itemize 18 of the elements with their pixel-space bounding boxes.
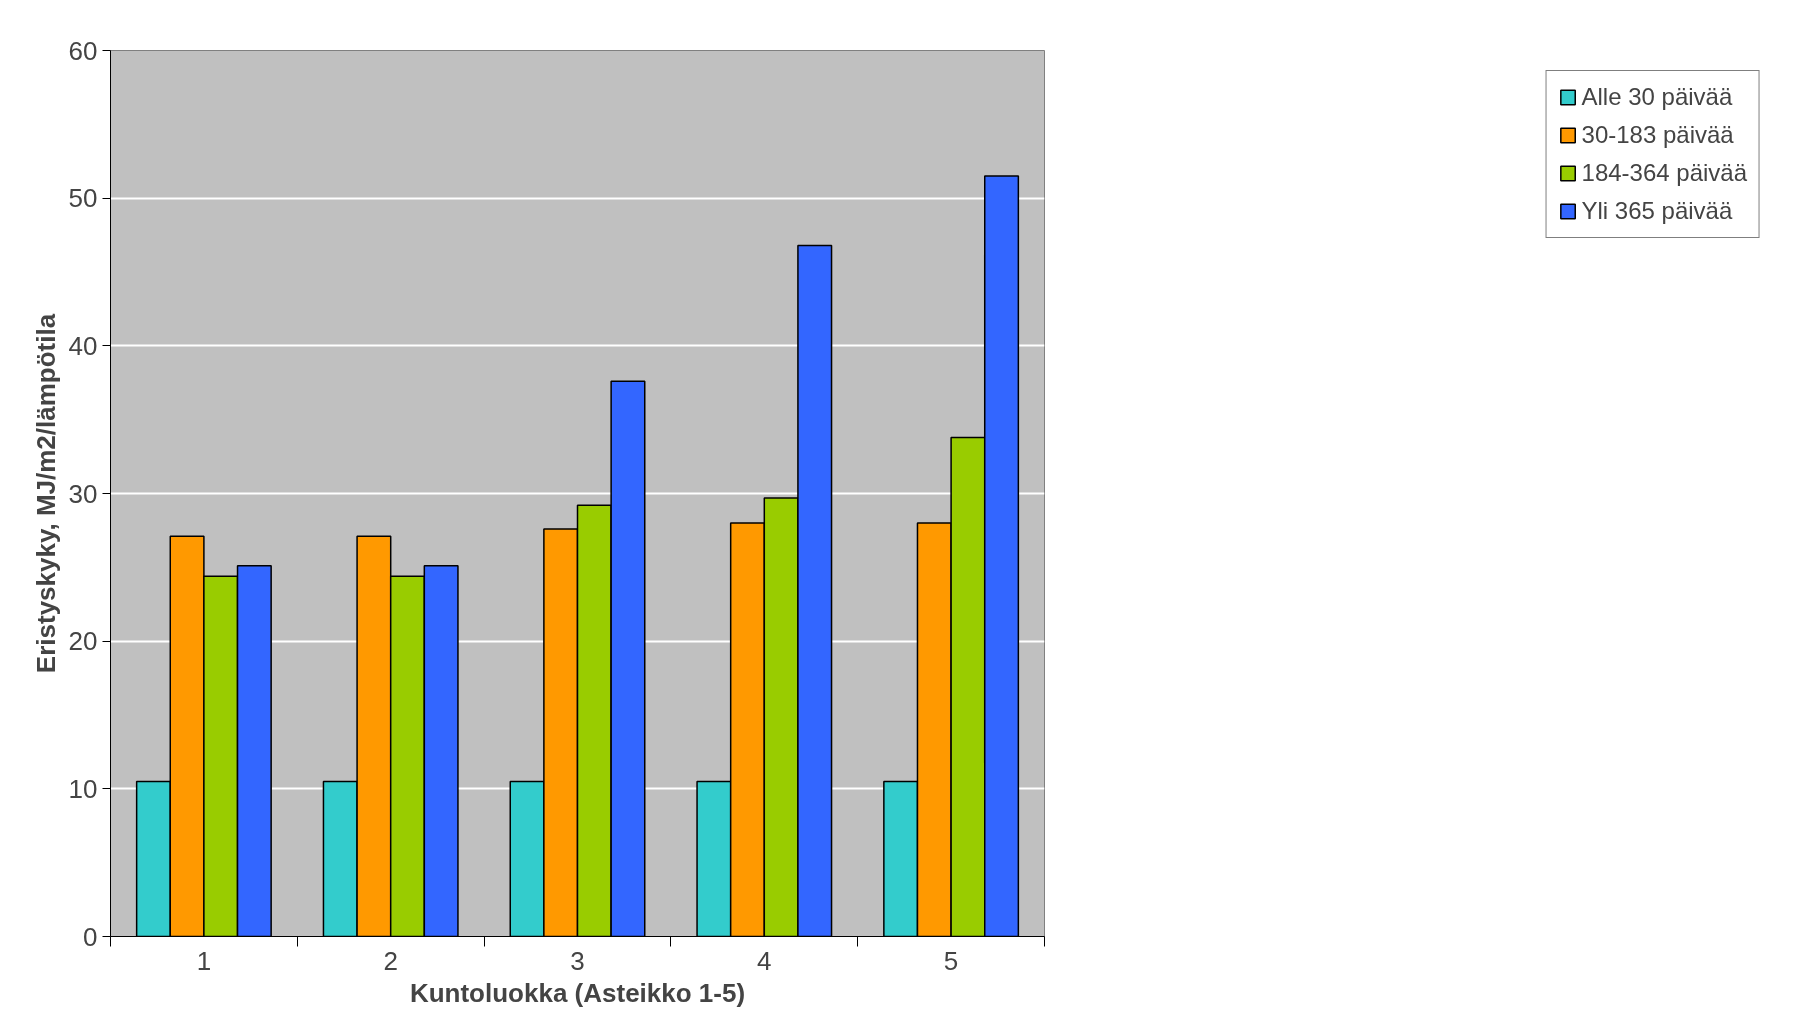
x-tick-label: 3 bbox=[570, 945, 585, 976]
legend-label: 30-183 päivää bbox=[1581, 121, 1734, 149]
y-tick-label: 60 bbox=[68, 35, 98, 66]
x-axis-title: Kuntoluokka (Asteikko 1-5) bbox=[409, 977, 746, 1008]
y-tick-label: 50 bbox=[68, 183, 98, 214]
y-tick-label: 10 bbox=[68, 773, 98, 804]
x-tick-label: 1 bbox=[196, 945, 212, 976]
x-tick-label: 4 bbox=[757, 945, 772, 976]
x-tick-label: 2 bbox=[383, 945, 398, 976]
y-tick-label: 30 bbox=[68, 478, 98, 509]
legend-label: Yli 365 päivää bbox=[1581, 197, 1733, 225]
y-tick-label: 20 bbox=[68, 626, 98, 657]
y-tick-label: 40 bbox=[68, 330, 98, 361]
x-tick-label: 5 bbox=[943, 945, 959, 976]
y-axis-title: Eristyskyky, MJ/m2/lämpötila bbox=[30, 313, 61, 674]
legend-label: Alle 30 päivää bbox=[1581, 83, 1733, 111]
y-tick-label: 0 bbox=[83, 921, 98, 952]
legend-label: 184-364 päivää bbox=[1581, 159, 1747, 187]
